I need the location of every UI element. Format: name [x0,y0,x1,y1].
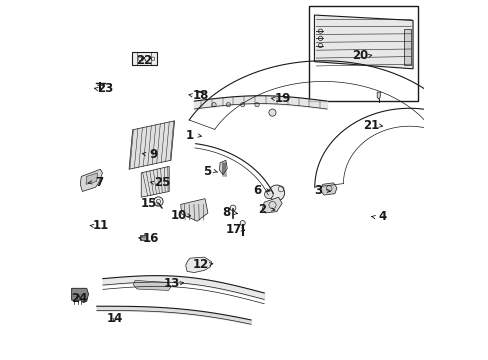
Text: 9: 9 [149,148,158,161]
Circle shape [226,103,230,107]
Polygon shape [80,169,102,192]
Text: 13: 13 [163,277,180,290]
Polygon shape [180,199,207,221]
Polygon shape [133,280,171,291]
Circle shape [268,109,276,116]
Polygon shape [72,288,88,303]
Polygon shape [140,235,147,239]
Polygon shape [320,183,336,195]
Text: 17: 17 [225,223,242,236]
Circle shape [240,221,244,226]
Text: 15: 15 [140,197,157,210]
Polygon shape [129,121,174,169]
Text: 8: 8 [222,207,230,220]
Circle shape [264,190,273,199]
Text: 11: 11 [93,219,109,233]
Text: 4: 4 [377,211,386,224]
Circle shape [153,197,163,206]
Polygon shape [376,92,380,99]
Bar [308,6,418,101]
Polygon shape [185,257,211,273]
Text: 14: 14 [106,311,122,325]
Text: 21: 21 [362,119,378,132]
Text: 25: 25 [154,176,170,189]
Text: 10: 10 [170,209,186,222]
Circle shape [230,205,235,211]
Text: 2: 2 [258,203,266,216]
Bar [403,30,410,65]
Text: 23: 23 [97,82,113,95]
Text: 22: 22 [136,54,152,67]
Text: 12: 12 [192,258,208,271]
Text: 7: 7 [95,176,103,189]
Circle shape [268,185,284,201]
Text: 3: 3 [314,184,322,197]
FancyBboxPatch shape [131,52,156,65]
Polygon shape [262,197,282,213]
Polygon shape [314,15,412,69]
Text: 24: 24 [70,292,87,305]
Text: 1: 1 [185,129,194,142]
Circle shape [211,103,216,107]
Text: 5: 5 [203,165,211,178]
Polygon shape [219,160,227,175]
Text: 19: 19 [274,93,290,105]
Text: 18: 18 [192,89,208,102]
Polygon shape [86,173,97,184]
Text: 16: 16 [143,232,159,245]
Polygon shape [141,166,169,197]
Circle shape [240,103,244,107]
Circle shape [254,103,259,107]
Text: 6: 6 [253,184,261,197]
Text: 20: 20 [351,49,367,62]
